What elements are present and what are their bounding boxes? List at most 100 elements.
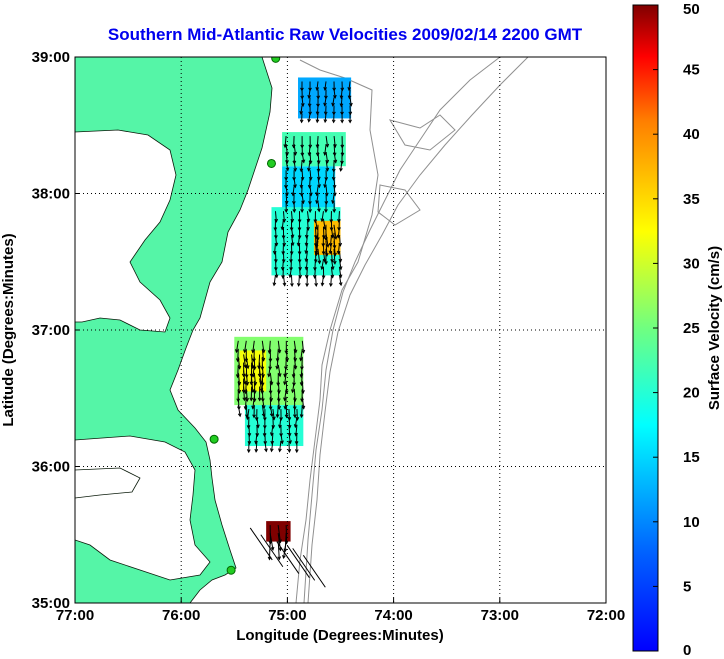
velocity-vector [252, 396, 255, 409]
velocity-vector [290, 235, 294, 246]
velocity-vector [338, 235, 341, 246]
velocity-vector [308, 160, 311, 171]
velocity-vector [285, 194, 288, 204]
velocity-vector-head [331, 168, 336, 173]
velocity-vector [282, 267, 284, 279]
colorbar-tick-label: 30 [683, 255, 700, 272]
velocity-vector-head [301, 159, 306, 164]
velocity-vector [261, 396, 265, 409]
velocity-vector [338, 211, 340, 223]
velocity-vector-head [291, 389, 295, 394]
velocity-vector [317, 144, 319, 156]
velocity-vector [338, 267, 342, 278]
velocity-vector [349, 97, 352, 106]
velocity-vector-head [324, 261, 328, 266]
velocity-vector-head [348, 119, 352, 124]
velocity-vector-head [315, 200, 319, 205]
velocity-vector [337, 243, 340, 254]
velocity-vector-head [292, 414, 297, 419]
velocity-vector [237, 364, 239, 378]
velocity-vector-head [307, 103, 312, 108]
velocity-vector [272, 409, 275, 420]
velocity-vector-head [307, 167, 311, 172]
velocity-vector [288, 425, 291, 436]
velocity-vector [292, 380, 295, 393]
velocity-vector [301, 380, 304, 394]
velocity-vector-head [307, 184, 312, 189]
velocity-vector [314, 219, 318, 230]
velocity-vector-head [281, 259, 286, 264]
velocity-vector [317, 248, 321, 264]
velocity-vector [261, 404, 265, 417]
x-tick-label: 76:00 [162, 607, 200, 624]
velocity-vector-head [291, 192, 296, 197]
velocity-vector [338, 251, 342, 262]
velocity-vector [258, 354, 261, 369]
velocity-vector-head [277, 556, 282, 561]
velocity-vector [245, 380, 247, 394]
velocity-vector [260, 534, 284, 568]
velocity-vector [340, 89, 343, 99]
velocity-vector [283, 541, 287, 559]
velocity-vector [280, 433, 283, 444]
velocity-vector-head [321, 275, 326, 280]
velocity-vector-head [329, 283, 333, 288]
velocity-vector [316, 105, 319, 115]
velocity-vector [333, 89, 336, 98]
velocity-vector [261, 340, 265, 353]
colorbar-tick-label: 45 [683, 62, 700, 79]
radar-sites [209, 57, 281, 575]
x-tick-label: 77:00 [56, 607, 94, 624]
velocity-vector [317, 152, 320, 164]
velocity-vector [324, 144, 327, 155]
velocity-vector-head [331, 119, 336, 124]
bathymetry-contours [295, 57, 529, 603]
velocity-vector-head [299, 110, 304, 115]
velocity-vector [282, 235, 285, 246]
velocity-vector-head [323, 119, 328, 124]
velocity-vector-head [269, 413, 274, 418]
velocity-vector [277, 340, 281, 353]
velocity-vector [261, 348, 265, 361]
velocity-vector [308, 89, 311, 98]
velocity-vector-head [293, 184, 297, 189]
velocity-vector [277, 380, 280, 394]
velocity-vector [300, 160, 303, 172]
velocity-vector [292, 548, 316, 581]
velocity-vector-head [279, 417, 283, 422]
velocity-vector-head [316, 176, 321, 181]
velocity-vector [306, 227, 308, 238]
velocity-vector [332, 194, 335, 204]
velocity-vector-head [272, 282, 277, 287]
y-tick-label: 37:00 [32, 322, 70, 339]
velocity-vector-head [299, 184, 304, 189]
velocity-vector [300, 178, 303, 188]
velocity-vector-head [243, 364, 248, 369]
velocity-vector-head [331, 200, 335, 205]
velocity-vector [243, 386, 245, 401]
velocity-vector-head [270, 546, 275, 551]
velocity-vector [282, 275, 286, 286]
velocity-vector-head [255, 433, 260, 438]
sound-water-2 [75, 467, 141, 499]
velocity-vector-head [315, 119, 320, 124]
velocity-vector [243, 354, 247, 368]
velocity-vector-head [275, 365, 280, 370]
velocity-vector-head [283, 548, 288, 553]
velocity-vector [337, 227, 340, 238]
velocity-vector-head [246, 425, 251, 430]
velocity-vector-head [254, 448, 259, 453]
velocity-vector-head [267, 373, 271, 378]
velocity-vector [268, 364, 271, 377]
x-tick-label: 72:00 [587, 607, 625, 624]
velocity-vector-head [339, 167, 343, 172]
colorbar-label: Surface Velocity (cm/s) [706, 246, 723, 410]
velocity-patch [266, 521, 291, 542]
velocity-vector-head [339, 95, 344, 100]
velocity-vector [259, 378, 263, 392]
velocity-vector [316, 113, 319, 123]
velocity-vector [308, 113, 311, 122]
velocity-vector-head [278, 448, 282, 453]
velocity-vector-head [242, 397, 247, 402]
velocity-vector [316, 81, 319, 91]
